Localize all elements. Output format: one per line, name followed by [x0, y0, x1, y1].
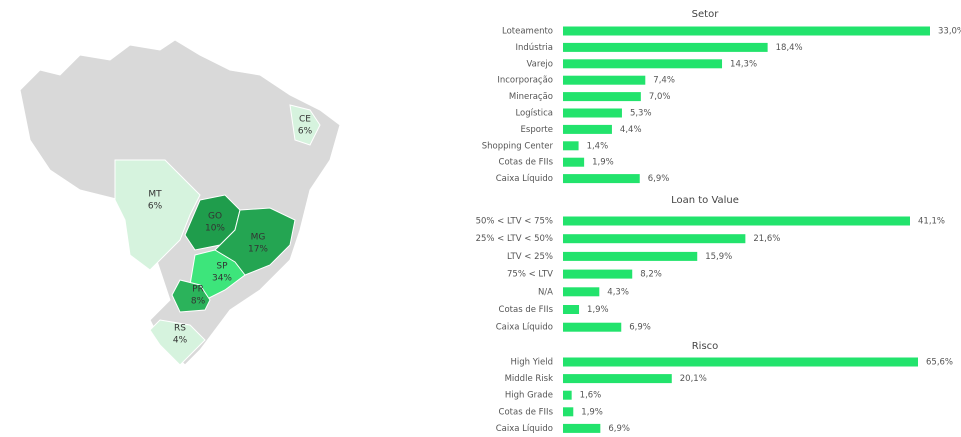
- category-label: High Yield: [511, 358, 553, 368]
- value-label: 7,0%: [649, 92, 671, 102]
- category-label: 50% < LTV < 75%: [476, 217, 553, 227]
- category-label: Esporte: [521, 125, 553, 135]
- category-label: Indústria: [515, 43, 553, 53]
- chart-title: Setor: [692, 9, 720, 20]
- category-label: Middle Risk: [505, 374, 553, 384]
- bar: [563, 251, 698, 261]
- value-label: 8,2%: [640, 270, 662, 280]
- bar: [563, 124, 612, 134]
- region-value: 6%: [298, 127, 313, 137]
- region-name: RS: [174, 324, 186, 334]
- value-label: 5,3%: [630, 109, 652, 119]
- region-value: 17%: [248, 245, 268, 255]
- category-label: Caixa Líquido: [496, 323, 553, 333]
- map-region: [114, 159, 201, 271]
- bar: [563, 108, 622, 118]
- category-label: Logística: [515, 109, 553, 119]
- category-label: Shopping Center: [482, 141, 554, 151]
- region-value: 10%: [205, 224, 225, 234]
- bar: [563, 157, 585, 167]
- bar: [563, 269, 633, 279]
- bar: [563, 42, 768, 52]
- category-label: LTV < 25%: [507, 252, 553, 262]
- value-label: 1,9%: [587, 305, 609, 315]
- value-label: 1,9%: [592, 158, 614, 168]
- category-label: 75% < LTV: [507, 270, 553, 280]
- region-name: MT: [148, 190, 162, 200]
- value-label: 1,4%: [587, 141, 609, 151]
- map-region: [149, 319, 206, 366]
- value-label: 4,4%: [620, 125, 642, 135]
- value-label: 20,1%: [680, 374, 707, 384]
- bar: [563, 374, 672, 384]
- value-label: 65,6%: [926, 358, 953, 368]
- bar: [563, 234, 746, 244]
- category-label: Cotas de FIIs: [499, 158, 554, 168]
- category-label: Caixa Líquido: [496, 174, 553, 184]
- category-label: Incorporação: [497, 76, 553, 86]
- chart-title: Loan to Value: [671, 195, 739, 206]
- map-region: [214, 207, 296, 276]
- value-label: 6,9%: [608, 424, 630, 434]
- map-region: [289, 104, 321, 146]
- category-label: Loteamento: [502, 27, 553, 37]
- region-value: 34%: [212, 274, 232, 284]
- bar: [563, 423, 601, 433]
- region-value: 8%: [191, 297, 206, 307]
- category-label: Cotas de FIIs: [499, 407, 554, 417]
- category-label: High Grade: [505, 391, 553, 401]
- bar: [563, 59, 723, 69]
- bar: [563, 390, 572, 400]
- region-name: SP: [216, 262, 228, 272]
- bar: [563, 322, 622, 332]
- category-label: 25% < LTV < 50%: [476, 234, 553, 244]
- category-label: Varejo: [527, 59, 553, 69]
- region-name: PR: [192, 285, 204, 295]
- value-label: 4,3%: [607, 287, 629, 297]
- bar: [563, 174, 640, 184]
- value-label: 7,4%: [653, 76, 675, 86]
- value-label: 41,1%: [918, 217, 945, 227]
- bar: [563, 75, 646, 85]
- value-label: 6,9%: [648, 174, 670, 184]
- category-label: Cotas de FIIs: [499, 305, 554, 315]
- bar: [563, 141, 579, 151]
- map-region: [171, 279, 211, 313]
- value-label: 6,9%: [629, 323, 651, 333]
- value-label: 21,6%: [753, 234, 780, 244]
- value-label: 1,9%: [581, 407, 603, 417]
- value-label: 1,6%: [580, 391, 602, 401]
- value-label: 18,4%: [776, 43, 803, 53]
- region-value: 6%: [148, 202, 163, 212]
- chart-title: Risco: [692, 341, 719, 352]
- bar: [563, 92, 641, 102]
- bar: [563, 216, 910, 226]
- region-name: CE: [299, 115, 311, 125]
- category-label: Mineração: [509, 92, 553, 102]
- region-name: GO: [208, 212, 222, 222]
- bar: [563, 287, 600, 297]
- region-value: 4%: [173, 336, 188, 346]
- bar: [563, 26, 930, 36]
- category-label: N/A: [538, 287, 553, 297]
- category-label: Caixa Líquido: [496, 424, 553, 434]
- bar: [563, 305, 580, 314]
- value-label: 14,3%: [730, 59, 757, 69]
- region-name: MG: [251, 233, 266, 243]
- bar: [563, 407, 574, 417]
- bar: [563, 357, 918, 367]
- value-label: 33,0%: [938, 27, 961, 37]
- value-label: 15,9%: [705, 252, 732, 262]
